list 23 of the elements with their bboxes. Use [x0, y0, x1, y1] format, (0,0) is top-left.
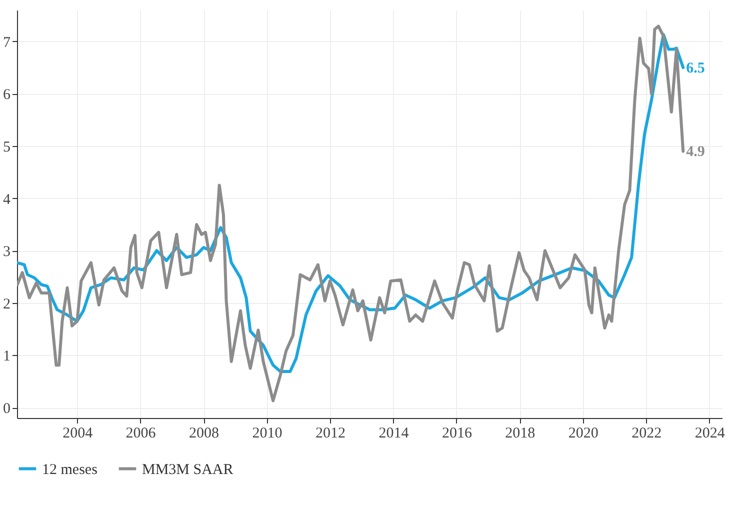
y-tick-label: 5: [3, 140, 10, 156]
x-tick-label: 2018: [505, 426, 536, 442]
x-tick-label: 2010: [252, 426, 282, 442]
legend-label: MM3M SAAR: [142, 462, 234, 478]
x-tick-label: 2004: [62, 426, 94, 442]
y-tick-label: 1: [3, 348, 10, 365]
y-tick-label: 0: [3, 401, 10, 418]
y-tick-label: 7: [3, 34, 11, 51]
y-tick-label: 6: [3, 87, 11, 104]
x-tick-label: 2024: [694, 426, 726, 442]
x-tick-label: 2022: [632, 426, 662, 442]
y-tick-label: 2: [3, 296, 10, 312]
y-tick-label: 3: [3, 244, 10, 260]
x-tick-label: 2008: [189, 426, 220, 442]
x-tick-label: 2014: [378, 426, 410, 442]
data-label: 6.5: [686, 60, 705, 77]
data-label: 4.9: [686, 144, 705, 160]
x-tick-label: 2020: [568, 426, 598, 442]
legend-label: 12 meses: [42, 462, 98, 478]
x-tick-label: 2012: [315, 426, 346, 442]
x-tick-label: 2006: [126, 426, 156, 442]
x-tick-label: 2016: [442, 426, 472, 442]
y-tick-label: 4: [3, 192, 11, 208]
